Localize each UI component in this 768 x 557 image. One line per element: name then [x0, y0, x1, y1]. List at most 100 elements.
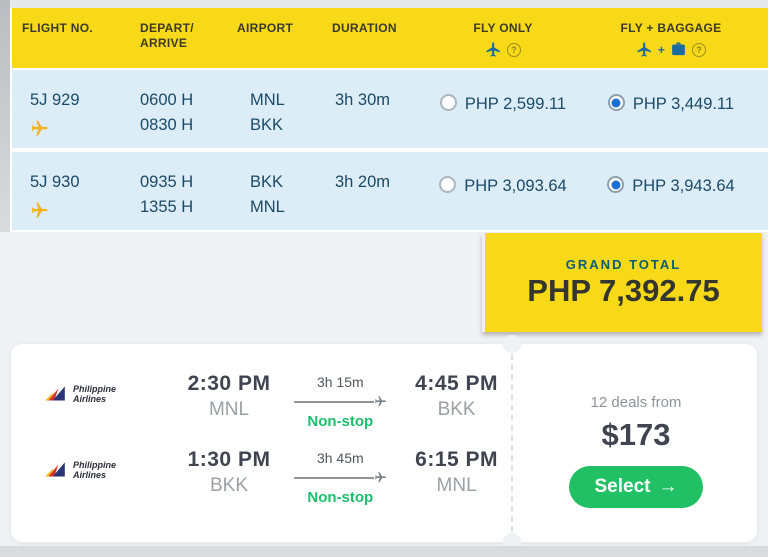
fly-baggage-radio[interactable]	[607, 94, 625, 111]
origin-code: MNL	[250, 91, 285, 109]
flight-row-5j930: 5J 930 0935 H 1355 H BKK MNL 3h 20m PHP …	[12, 152, 768, 230]
depart-arrive-cell: 0600 H 0830 H	[140, 70, 237, 148]
airline-block: Philippine Airlines	[31, 372, 180, 404]
col-duration: DURATION	[332, 21, 397, 35]
baggage-icon	[672, 42, 686, 56]
select-button-label: Select	[594, 476, 651, 497]
fly-baggage-label: FLY + BAGGAGE	[620, 21, 722, 35]
departure-code: BKK	[210, 475, 249, 496]
fare-table: FLIGHT NO. DEPART/ ARRIVE AIRPORT DURATI…	[12, 8, 768, 230]
arrival-block: 6:15 PM MNL	[402, 448, 511, 497]
top-edge-strip	[0, 0, 768, 8]
col-depart-line1: DEPART/	[140, 21, 194, 35]
airplane-icon	[31, 120, 48, 136]
deal-pane: 12 deals from $173 Select →	[513, 344, 759, 542]
duration-block: 3h 15m Non-stop	[278, 372, 402, 430]
fly-baggage-radio[interactable]	[607, 176, 625, 193]
route-line	[278, 471, 402, 484]
origin-code: BKK	[250, 173, 284, 191]
flight-number-cell: 5J 929	[12, 70, 140, 148]
arrival-block: 4:45 PM BKK	[402, 372, 511, 421]
stops-label: Non-stop	[307, 489, 374, 506]
col-fly-baggage: FLY + BAGGAGE + ?	[574, 8, 768, 68]
leg-duration: 3h 45m	[316, 450, 364, 466]
fly-only-price-cell: PHP 2,599.11	[432, 70, 574, 148]
arrow-right-icon: →	[658, 476, 678, 497]
depart-time: 0935 H	[140, 173, 194, 191]
duration-block: 3h 45m Non-stop	[278, 448, 402, 506]
flight-row-5j929: 5J 929 0600 H 0830 H MNL BKK 3h 30m PHP …	[12, 70, 768, 148]
airplane-icon	[31, 202, 48, 218]
destination-code: MNL	[250, 198, 285, 216]
route-line	[278, 395, 402, 408]
deal-price: $173	[601, 417, 671, 452]
fly-only-price[interactable]: PHP 3,093.64	[464, 177, 567, 195]
grand-total-amount: PHP 7,392.75	[527, 273, 720, 308]
col-depart-arrive: DEPART/ ARRIVE	[140, 8, 237, 68]
col-flight-no: FLIGHT NO.	[22, 21, 93, 35]
col-depart-line2: ARRIVE	[140, 36, 188, 50]
bottom-edge-strip	[0, 546, 768, 557]
departure-time: 1:30 PM	[187, 448, 271, 471]
col-airport: AIRPORT	[237, 21, 294, 35]
help-icon[interactable]: ?	[692, 42, 707, 57]
itinerary-leg: Philippine Airlines 2:30 PM MNL 3h 15m N…	[11, 372, 511, 430]
fly-only-price[interactable]: PHP 2,599.11	[464, 95, 567, 113]
airplane-icon	[374, 472, 386, 483]
philippine-airlines-logo-icon	[45, 462, 65, 477]
departure-code: MNL	[208, 399, 250, 420]
airport-cell: BKK MNL	[237, 152, 332, 230]
airline-block: Philippine Airlines	[31, 448, 180, 480]
grand-total-box: GRAND TOTAL PHP 7,392.75	[482, 233, 762, 332]
leg-duration: 3h 15m	[316, 374, 364, 390]
itinerary-leg: Philippine Airlines 1:30 PM BKK 3h 45m N…	[11, 448, 511, 506]
arrival-code: MNL	[436, 475, 477, 496]
departure-block: 1:30 PM BKK	[180, 448, 279, 497]
help-icon[interactable]: ?	[507, 42, 521, 57]
plus-icon: +	[657, 42, 666, 57]
fly-only-price-cell: PHP 3,093.64	[432, 152, 574, 230]
airplane-icon	[637, 42, 651, 57]
ticket-perforation-divider	[511, 344, 513, 542]
divider-notch	[503, 335, 521, 353]
flight-number: 5J 929	[30, 91, 80, 109]
grand-total-label: GRAND TOTAL	[565, 257, 682, 272]
airline-name: Philippine Airlines	[73, 384, 117, 404]
fare-table-region: FLIGHT NO. DEPART/ ARRIVE AIRPORT DURATI…	[0, 0, 768, 232]
arrive-time: 0830 H	[140, 116, 194, 134]
airplane-icon	[486, 42, 500, 57]
fly-baggage-price-cell: PHP 3,449.11	[574, 70, 768, 148]
col-fly-only: FLY ONLY ?	[432, 8, 574, 68]
fly-only-radio[interactable]	[439, 94, 457, 111]
airplane-icon	[374, 396, 386, 407]
philippine-airlines-logo-icon	[45, 386, 65, 401]
arrival-time: 6:15 PM	[415, 448, 499, 471]
fly-baggage-price[interactable]: PHP 3,449.11	[632, 95, 735, 113]
flight-number-cell: 5J 930	[12, 152, 140, 230]
fly-baggage-price[interactable]: PHP 3,943.64	[632, 177, 735, 195]
select-button[interactable]: Select →	[568, 466, 704, 508]
stops-label: Non-stop	[307, 413, 374, 430]
fly-only-radio[interactable]	[439, 176, 457, 193]
airport-cell: MNL BKK	[237, 70, 332, 148]
flight-number: 5J 930	[30, 173, 80, 191]
deals-count-text: 12 deals from	[590, 394, 682, 411]
arrival-code: BKK	[437, 399, 476, 420]
airline-name: Philippine Airlines	[73, 460, 117, 480]
departure-block: 2:30 PM MNL	[180, 372, 279, 421]
depart-time: 0600 H	[140, 91, 194, 109]
fare-table-header: FLIGHT NO. DEPART/ ARRIVE AIRPORT DURATI…	[12, 8, 768, 68]
itinerary-pane: Philippine Airlines 2:30 PM MNL 3h 15m N…	[11, 344, 511, 542]
fly-baggage-price-cell: PHP 3,943.64	[574, 152, 768, 230]
deal-comparison-card: Philippine Airlines 2:30 PM MNL 3h 15m N…	[10, 335, 759, 551]
destination-code: BKK	[250, 116, 284, 134]
depart-arrive-cell: 0935 H 1355 H	[140, 152, 237, 230]
departure-time: 2:30 PM	[187, 372, 271, 395]
arrive-time: 1355 H	[140, 198, 194, 216]
duration-cell: 3h 30m	[335, 91, 391, 109]
duration-cell: 3h 20m	[335, 173, 391, 191]
fly-only-label: FLY ONLY	[473, 21, 533, 35]
left-edge-strip	[0, 0, 10, 232]
arrival-time: 4:45 PM	[415, 372, 499, 395]
